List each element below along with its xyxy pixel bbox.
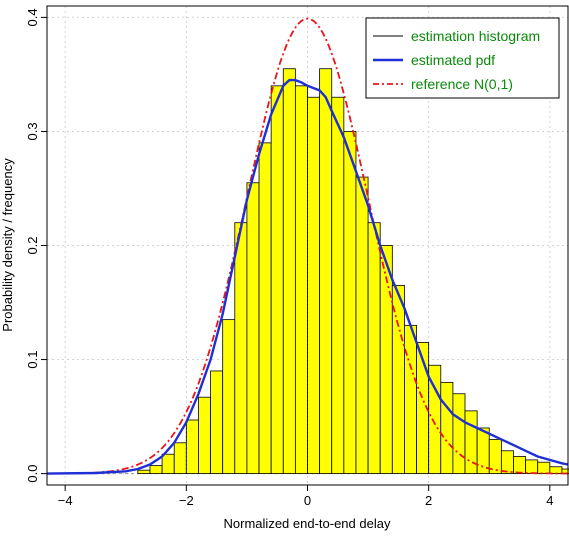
legend-label: estimated pdf	[411, 52, 495, 68]
y-tick-label: 0.2	[25, 236, 40, 254]
histogram-bar	[210, 370, 224, 474]
estimated-pdf-line	[46, 78, 569, 475]
histogram-bar	[282, 68, 296, 474]
x-axis: −4 −2 0 2 4	[58, 485, 553, 508]
y-tick-label: 0.0	[25, 465, 40, 483]
legend-label: reference N(0,1)	[411, 76, 513, 92]
histogram-bar	[246, 182, 260, 474]
histogram-bar	[307, 96, 321, 474]
histogram-bar	[367, 222, 381, 474]
y-tick-label: 0.3	[25, 122, 40, 140]
histogram-bar	[343, 131, 357, 474]
histogram-bar	[440, 381, 454, 474]
histogram-bar	[404, 324, 417, 474]
histogram-bar	[222, 319, 236, 474]
histogram-bar	[355, 176, 369, 474]
histogram-bar	[258, 142, 272, 474]
histogram-bar	[270, 85, 284, 474]
histogram-bar	[137, 469, 151, 474]
histogram-bar	[234, 222, 248, 474]
x-tick-label: 0	[304, 493, 311, 508]
y-axis: 0.0 0.1 0.2 0.3 0.4	[25, 8, 47, 483]
histogram-bar	[185, 419, 199, 474]
legend: estimation histogram estimated pdf referen…	[365, 17, 560, 99]
histogram-bar	[294, 85, 308, 474]
histogram-bar	[500, 450, 514, 474]
legend-box	[365, 17, 560, 99]
x-tick-label: −2	[179, 493, 194, 508]
x-tick-label: 4	[546, 493, 553, 508]
histogram-bar	[391, 285, 405, 474]
histogram-bar	[319, 68, 333, 474]
histogram-bar	[525, 459, 539, 474]
histogram-bar	[331, 96, 345, 474]
histogram-bar	[476, 427, 490, 474]
x-tick-label: 2	[425, 493, 432, 508]
reference-pdf-line	[46, 17, 569, 475]
histogram-bar	[161, 453, 175, 474]
histogram-bar	[452, 393, 466, 474]
histogram-bars	[137, 68, 569, 474]
y-tick-label: 0.1	[25, 351, 40, 369]
histogram-bar	[173, 442, 187, 474]
curves	[46, 17, 569, 475]
histogram-bar	[149, 465, 163, 474]
x-tick-label: −4	[58, 493, 73, 508]
histogram-bar	[198, 396, 211, 474]
y-tick-label: 0.4	[25, 8, 40, 26]
legend-label: estimation histogram	[411, 28, 540, 44]
histogram-bar	[537, 461, 551, 474]
histogram-bar	[513, 456, 526, 474]
x-axis-label: Normalized end-to-end delay	[224, 516, 391, 531]
y-axis-label: Probability density / frequency	[0, 158, 15, 332]
